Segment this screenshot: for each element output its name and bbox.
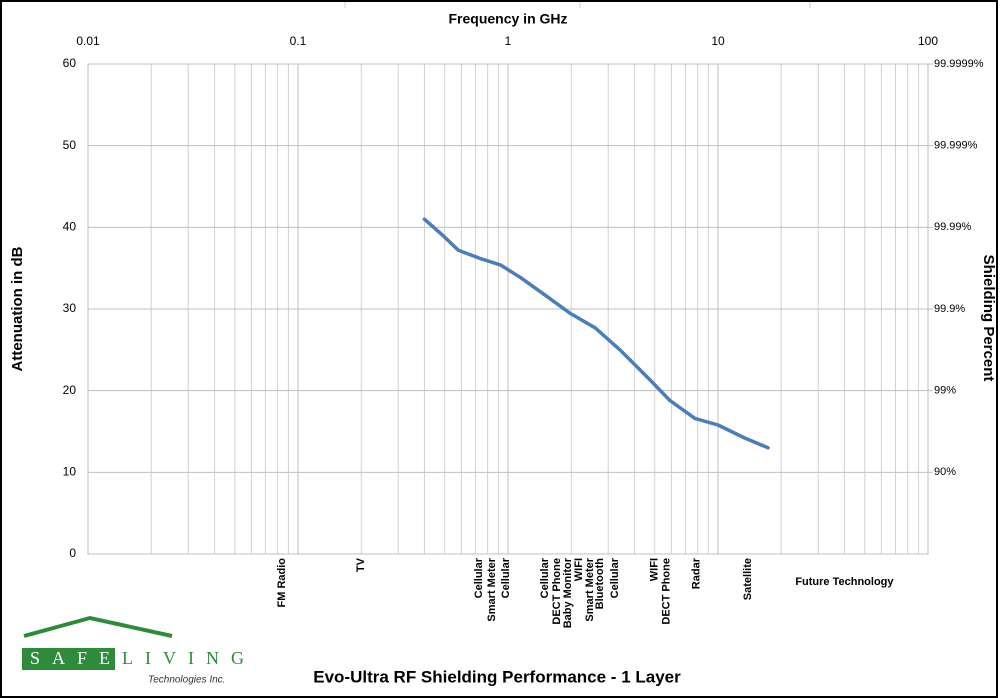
band-label: DECT Phone: [551, 558, 563, 625]
x-axis-title: Frequency in GHz: [448, 11, 567, 27]
x-tick-label: 0.1: [290, 34, 307, 48]
y2-tick-label: 99.999%: [934, 140, 978, 152]
band-label: Smart Meter: [584, 557, 596, 621]
band-label: Satellite: [742, 558, 754, 600]
x-tick-label: 100: [918, 34, 938, 48]
logo-name-left: SAFE: [30, 648, 122, 668]
band-label: Cellular: [609, 557, 621, 598]
x-tick-label: 0.01: [76, 34, 100, 48]
y-tick-label: 50: [63, 138, 77, 152]
y-tick-label: 20: [63, 383, 77, 397]
logo-name-right: LIVING: [122, 648, 256, 668]
band-label: FM Radio: [276, 558, 288, 608]
band-label: Smart Meter: [486, 557, 498, 621]
band-label: WIFI: [573, 558, 585, 581]
y-axis-title: Attenuation in dB: [9, 246, 26, 371]
band-label: WIFI: [649, 558, 661, 581]
band-label: Bluetooth: [594, 558, 606, 610]
logo-box: [22, 648, 115, 670]
y-tick-label: 10: [63, 465, 77, 479]
y2-tick-label: 99.99%: [934, 221, 972, 233]
y2-tick-label: 99%: [934, 385, 956, 397]
logo-tagline: Technologies Inc.: [148, 675, 225, 686]
line-series: [422, 217, 770, 450]
logo: SAFE LIVING Technologies Inc.: [22, 615, 256, 686]
band-label: DECT Phone: [661, 558, 673, 625]
x-tick-label: 1: [505, 34, 512, 48]
band-label: Cellular: [500, 557, 512, 598]
logo-roof: [23, 615, 173, 638]
x-tick-label: 10: [711, 34, 725, 48]
band-label: Cellular: [539, 557, 551, 598]
y2-tick-label: 90%: [934, 466, 956, 478]
y-tick-label: 30: [63, 301, 77, 315]
band-label: Cellular: [473, 557, 485, 598]
y2-tick-label: 99.9999%: [934, 58, 984, 70]
chart-title: Evo-Ultra RF Shielding Performance - 1 L…: [313, 667, 681, 686]
y2-axis-title: Shielding Percent: [980, 255, 997, 382]
band-label: Baby Monitor: [562, 557, 574, 628]
y-tick-label: 40: [63, 220, 77, 234]
plot-area: [87, 63, 929, 555]
band-label: Radar: [690, 557, 702, 589]
y2-tick-label: 99.9%: [934, 303, 965, 315]
band-label: TV: [355, 557, 367, 572]
band-label: Future Technology: [795, 576, 894, 588]
y-tick-label: 60: [63, 56, 77, 70]
y-tick-label: 0: [69, 546, 76, 560]
